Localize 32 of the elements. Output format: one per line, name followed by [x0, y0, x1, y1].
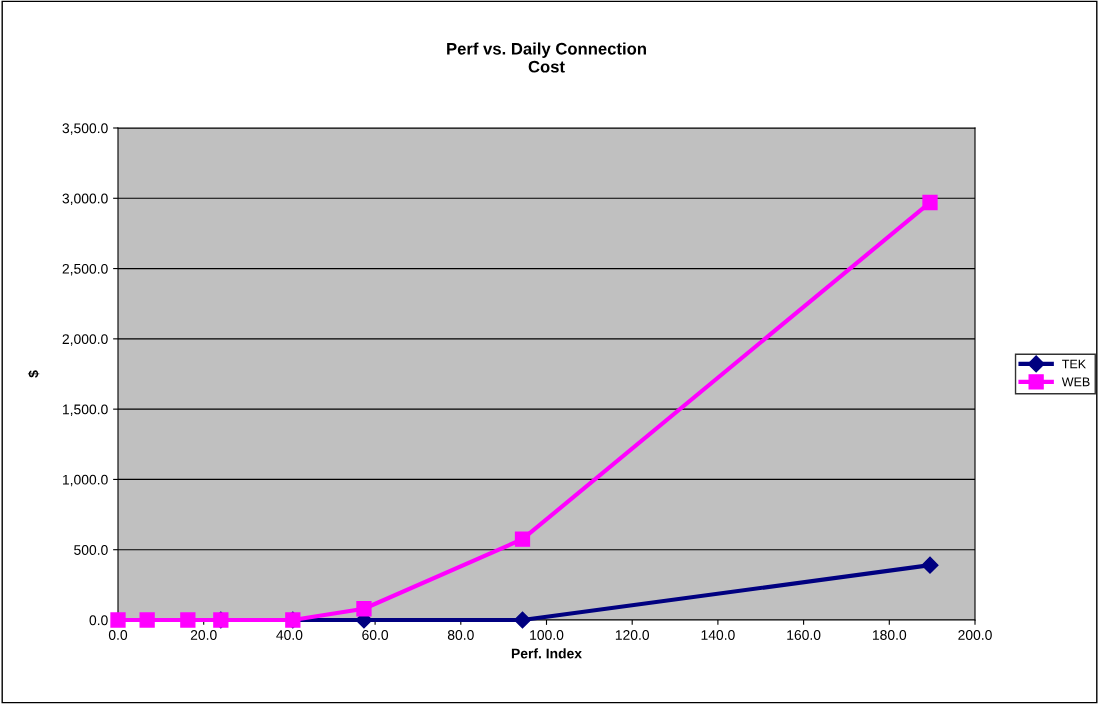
x-tick-label: 160.0 — [787, 630, 821, 640]
y-tick-label: 1,500.0 — [63, 404, 108, 416]
point — [513, 611, 532, 629]
x-tick-label: 20.0 — [190, 630, 217, 640]
y-tick-label: 3,000.0 — [62, 193, 108, 206]
x-tick-label: 40.0 — [276, 630, 303, 640]
point — [110, 612, 126, 628]
x-tick-label: 60.0 — [362, 630, 389, 640]
x-tick-label: 0.0 — [108, 630, 128, 640]
x-tick-label: 100.0 — [530, 630, 564, 640]
y-tick-label: 3,500.0 — [62, 123, 108, 135]
y-tick-label: 1,000.0 — [63, 474, 108, 487]
point — [180, 612, 196, 628]
legend-label: TEK — [1062, 359, 1086, 369]
y-tick-label: 0.0 — [89, 615, 108, 626]
chart-title: Perf vs. Daily Connection Cost — [447, 42, 646, 73]
x-axis-title: Perf. Index — [511, 648, 582, 659]
point — [922, 194, 938, 211]
y-tick-label: 2,500.0 — [62, 263, 108, 276]
x-tick-label: 180.0 — [872, 630, 907, 640]
x-tick-label: 140.0 — [701, 630, 735, 640]
point — [514, 531, 531, 547]
x-tick-label: 120.0 — [615, 630, 650, 640]
y-tick-label: 500.0 — [74, 545, 108, 555]
y-axis-title: $ — [27, 370, 40, 378]
legend-label: WEB — [1061, 377, 1090, 387]
point — [139, 612, 155, 628]
x-tick-label: 200.0 — [958, 630, 992, 640]
point — [921, 556, 939, 574]
y-tick-label: 2,000.0 — [62, 334, 108, 346]
x-tick-label: 80.0 — [447, 630, 474, 640]
point — [356, 601, 372, 617]
